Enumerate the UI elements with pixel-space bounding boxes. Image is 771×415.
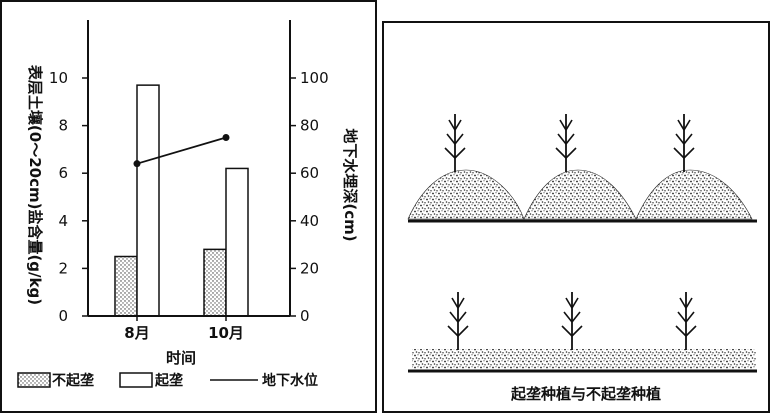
- water-table-point: [222, 134, 230, 141]
- y-right-tick-label: 60: [300, 164, 319, 182]
- water-table-point: [133, 160, 141, 168]
- bar-ridge: [225, 167, 249, 317]
- plant-flat-2: [561, 292, 583, 350]
- soil-ridge-3: [635, 169, 753, 220]
- flat-soil-layer: [412, 349, 756, 369]
- y-right-ticks: 0 20 40 60 80 100: [290, 69, 329, 325]
- bar-no-ridge: [114, 255, 138, 317]
- y-left-ticks: 0 2 4 6 8 10: [49, 69, 88, 325]
- y-left-tick-label: 10: [49, 69, 68, 87]
- legend-swatch-dotted: [17, 372, 51, 388]
- y-right-tick-label: 0: [300, 307, 310, 325]
- plant-flat-3: [675, 292, 697, 350]
- y-right-tick-label: 40: [300, 212, 319, 230]
- y-left-tick-label: 8: [58, 117, 68, 135]
- x-axis-title: 时间: [166, 349, 196, 367]
- bars-group: [114, 84, 249, 317]
- axes-group: [87, 20, 291, 317]
- legend-swatch-open: [119, 372, 153, 388]
- chart-panel-frame: [0, 0, 377, 413]
- y-right-tick-label: 100: [300, 69, 329, 87]
- legend-label-water-table: 地下水位: [262, 372, 318, 389]
- soil-ridge-1: [407, 169, 525, 220]
- x-category-label: 8月: [124, 324, 149, 342]
- y-right-tick-label: 20: [300, 259, 319, 277]
- x-category-label: 10月: [208, 324, 244, 342]
- legend-label-ridge: 起垄: [154, 372, 183, 389]
- planting-illustration: 起垄种植与不起垄种植: [382, 21, 770, 413]
- plants-group: [444, 114, 697, 350]
- bar-ridge: [136, 84, 160, 317]
- water-table-line: [136, 136, 227, 165]
- y-right-tick-label: 80: [300, 117, 319, 135]
- flat-row: [408, 349, 757, 373]
- line-series-group: [133, 134, 230, 168]
- y-axis-left-title: 表层土壤(0～20cm)盐含量(g/kg): [26, 65, 44, 305]
- soil-ridge-2: [523, 169, 637, 220]
- chart-legend: 不起垄 起垄 地下水位: [17, 372, 318, 389]
- ridged-row: [407, 169, 757, 223]
- illustration-caption: 起垄种植与不起垄种植: [510, 385, 661, 403]
- plant-flat-1: [447, 292, 469, 350]
- plant-ridged-1: [444, 114, 466, 172]
- legend-label-no-ridge: 不起垄: [52, 372, 94, 389]
- y-left-tick-label: 2: [58, 259, 68, 277]
- y-axis-right-title: 地下水埋深(cm): [341, 128, 359, 241]
- dual-axis-chart: 0 2 4 6 8 10 0 20 40 60 80 100 8月 10月 表层土壤(0～20cm)盐…: [17, 20, 359, 389]
- y-left-tick-label: 6: [58, 164, 68, 182]
- plant-ridged-3: [673, 114, 695, 172]
- bar-no-ridge: [203, 248, 227, 317]
- x-category-labels: 8月 10月: [124, 316, 244, 342]
- plant-ridged-2: [555, 114, 577, 172]
- y-left-tick-label: 4: [58, 212, 68, 230]
- y-left-tick-label: 0: [58, 307, 68, 325]
